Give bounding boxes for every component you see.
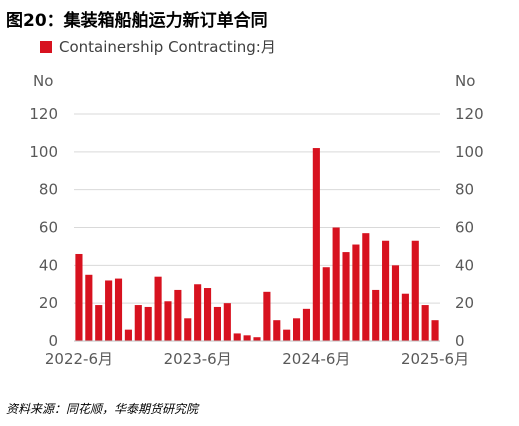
bar [85,274,93,341]
y-left-tick-label: 80 [39,181,58,199]
bar [114,278,123,341]
bar [194,284,202,341]
bar [391,265,400,341]
bar [312,148,320,341]
y-left-tick-label: 120 [29,105,58,123]
bar [164,301,172,341]
y-right-tick-label: 40 [455,256,474,274]
y-right-tick-label: 80 [455,181,474,199]
bar [362,233,370,341]
bar [174,289,182,341]
bar [283,329,291,341]
y-right-tick-label: 0 [455,332,465,350]
bar [322,267,330,341]
legend-label: Containership Contracting:月 [59,38,276,56]
x-tick-label: 2024-6月 [282,350,350,368]
bar [421,305,429,341]
y-right-tick-label: 20 [455,294,474,312]
bar-chart: 0 20 40 60 80 100 120 0 20 40 60 80 100 120 No No 2022-6… [29,72,483,368]
bar [124,329,132,341]
y-right-tick-label: 60 [455,219,474,237]
bar [243,335,251,341]
bar [302,308,311,341]
bar [75,253,83,341]
bar [144,306,152,341]
bar [372,289,380,341]
bar [203,288,212,341]
legend: Containership Contracting:月 [40,36,276,57]
bar [95,305,103,341]
x-tick-label: 2022-6月 [45,350,113,368]
y-left-tick-label: 40 [39,256,58,274]
y-right-tick-label: 120 [455,105,484,123]
bar [134,305,142,341]
gridlines [74,113,440,304]
bar [154,276,162,341]
y-left-tick-label: 100 [29,143,58,161]
bar [184,318,192,341]
bar [263,291,271,341]
bar [213,306,221,341]
bar [332,227,340,341]
source-note: 资料来源：同花顺，华泰期货研究院 [6,402,199,416]
y-left-tick-label: 0 [48,332,58,350]
bar [382,240,390,341]
legend-swatch [40,40,52,53]
x-tick-label: 2023-6月 [164,350,232,368]
bar [342,252,350,341]
bar [293,318,301,341]
bar [401,293,409,341]
axes: 0 20 40 60 80 100 120 0 20 40 60 80 100 120 No No 2022-6… [29,72,483,368]
figure-title: 图20：集装箱船舶运力新订单合同 [6,11,268,31]
bar [352,244,360,341]
y-right-tick-label: 100 [455,143,484,161]
bar [233,333,241,341]
bar [223,303,231,341]
y-left-tick-label: 60 [39,219,58,237]
y-left-tick-label: 20 [39,294,58,312]
bar [411,240,419,341]
bar [431,320,439,341]
bar [273,320,281,341]
bar [253,337,261,341]
bar-series [75,148,439,341]
bar [105,280,113,341]
x-tick-label: 2025-6月 [401,350,469,368]
y-right-unit: No [455,72,475,90]
y-left-unit: No [33,72,53,90]
